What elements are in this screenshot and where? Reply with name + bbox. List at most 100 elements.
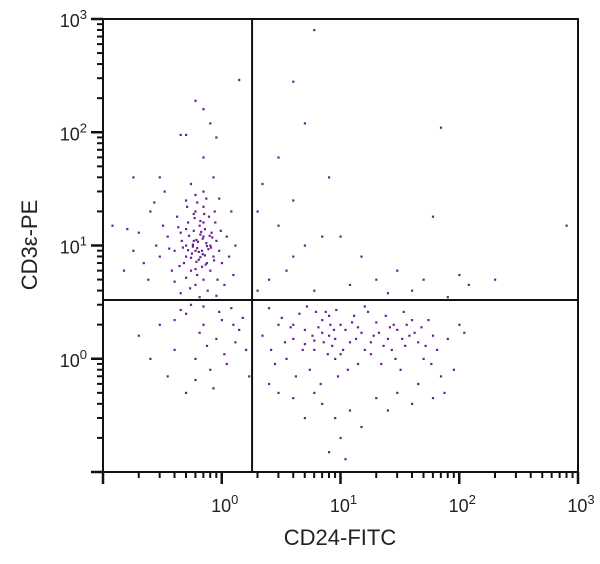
data-point (431, 334, 435, 337)
data-point (187, 249, 190, 252)
data-point (411, 402, 414, 405)
y-axis-label: CD3ε-PE (17, 200, 42, 291)
data-point (155, 244, 158, 247)
data-point (292, 337, 295, 340)
data-point (215, 294, 218, 297)
data-point (199, 256, 202, 259)
data-point (178, 264, 181, 268)
data-point (439, 375, 443, 378)
data-point (396, 328, 399, 331)
data-point (313, 29, 316, 32)
data-point (162, 224, 165, 227)
data-point (111, 224, 114, 227)
data-point (382, 344, 385, 347)
data-point (334, 417, 337, 420)
data-point (360, 331, 363, 334)
data-point (390, 348, 393, 351)
data-point (186, 205, 189, 208)
data-point (384, 314, 387, 317)
data-point (230, 307, 233, 310)
data-point (209, 269, 212, 272)
data-point (245, 348, 248, 351)
data-point (404, 344, 407, 347)
y-tick-label: 101 (60, 234, 87, 258)
data-point (209, 122, 212, 125)
data-point (203, 212, 206, 216)
data-point (324, 310, 327, 313)
data-point (431, 397, 435, 400)
data-point (194, 249, 197, 252)
data-point (369, 353, 372, 356)
data-point (321, 319, 324, 322)
data-point (220, 319, 223, 322)
data-point (446, 296, 449, 299)
data-point (256, 210, 259, 213)
data-point (261, 334, 264, 337)
data-point (209, 368, 212, 371)
data-point (215, 337, 218, 340)
data-point (422, 357, 425, 360)
data-point (194, 193, 197, 197)
data-point (494, 278, 497, 281)
data-point (147, 278, 150, 281)
data-point (396, 391, 399, 394)
data-point (348, 341, 352, 344)
data-point (122, 269, 126, 272)
data-point (225, 235, 228, 238)
quadrant-gates (103, 19, 578, 472)
data-point (351, 321, 354, 324)
data-point (223, 283, 226, 286)
data-point (467, 283, 470, 286)
data-point (203, 228, 206, 231)
data-point (369, 341, 372, 344)
data-point (218, 197, 221, 200)
data-point (190, 252, 193, 255)
data-point (182, 262, 186, 265)
data-point (360, 255, 363, 258)
data-point (294, 375, 297, 378)
data-point (137, 334, 140, 337)
data-point (334, 357, 337, 360)
data-point (189, 256, 193, 259)
data-point (202, 156, 205, 159)
data-point (173, 280, 176, 283)
data-point (348, 283, 352, 286)
data-point (234, 244, 237, 247)
y-tick-label: 103 (60, 7, 87, 31)
data-point (408, 334, 411, 337)
data-point (363, 348, 366, 351)
data-point (194, 357, 197, 360)
data-point (194, 378, 197, 382)
data-point (201, 253, 204, 256)
data-point (195, 260, 198, 263)
data-point (163, 190, 166, 193)
data-point (207, 248, 210, 251)
data-point (256, 289, 259, 292)
data-point (458, 273, 461, 277)
data-point (268, 278, 271, 281)
data-point (313, 289, 316, 292)
data-point (328, 451, 331, 454)
data-point (153, 201, 156, 204)
data-point (232, 273, 235, 277)
data-point (199, 219, 202, 223)
data-point (187, 221, 190, 224)
data-point (430, 362, 433, 366)
data-point (328, 314, 331, 317)
data-point (202, 190, 205, 193)
data-point (192, 229, 195, 232)
data-point (205, 245, 209, 248)
data-point (355, 337, 358, 340)
data-point (200, 249, 204, 252)
data-point (158, 176, 161, 179)
data-point (446, 337, 449, 340)
data-point (202, 278, 205, 281)
data-point (220, 262, 223, 265)
data-point (238, 328, 241, 331)
x-tick-label: 102 (449, 492, 476, 516)
data-point (232, 323, 235, 326)
data-point (202, 108, 205, 111)
data-point (209, 244, 212, 247)
data-point (225, 362, 228, 366)
data-point (205, 262, 209, 265)
